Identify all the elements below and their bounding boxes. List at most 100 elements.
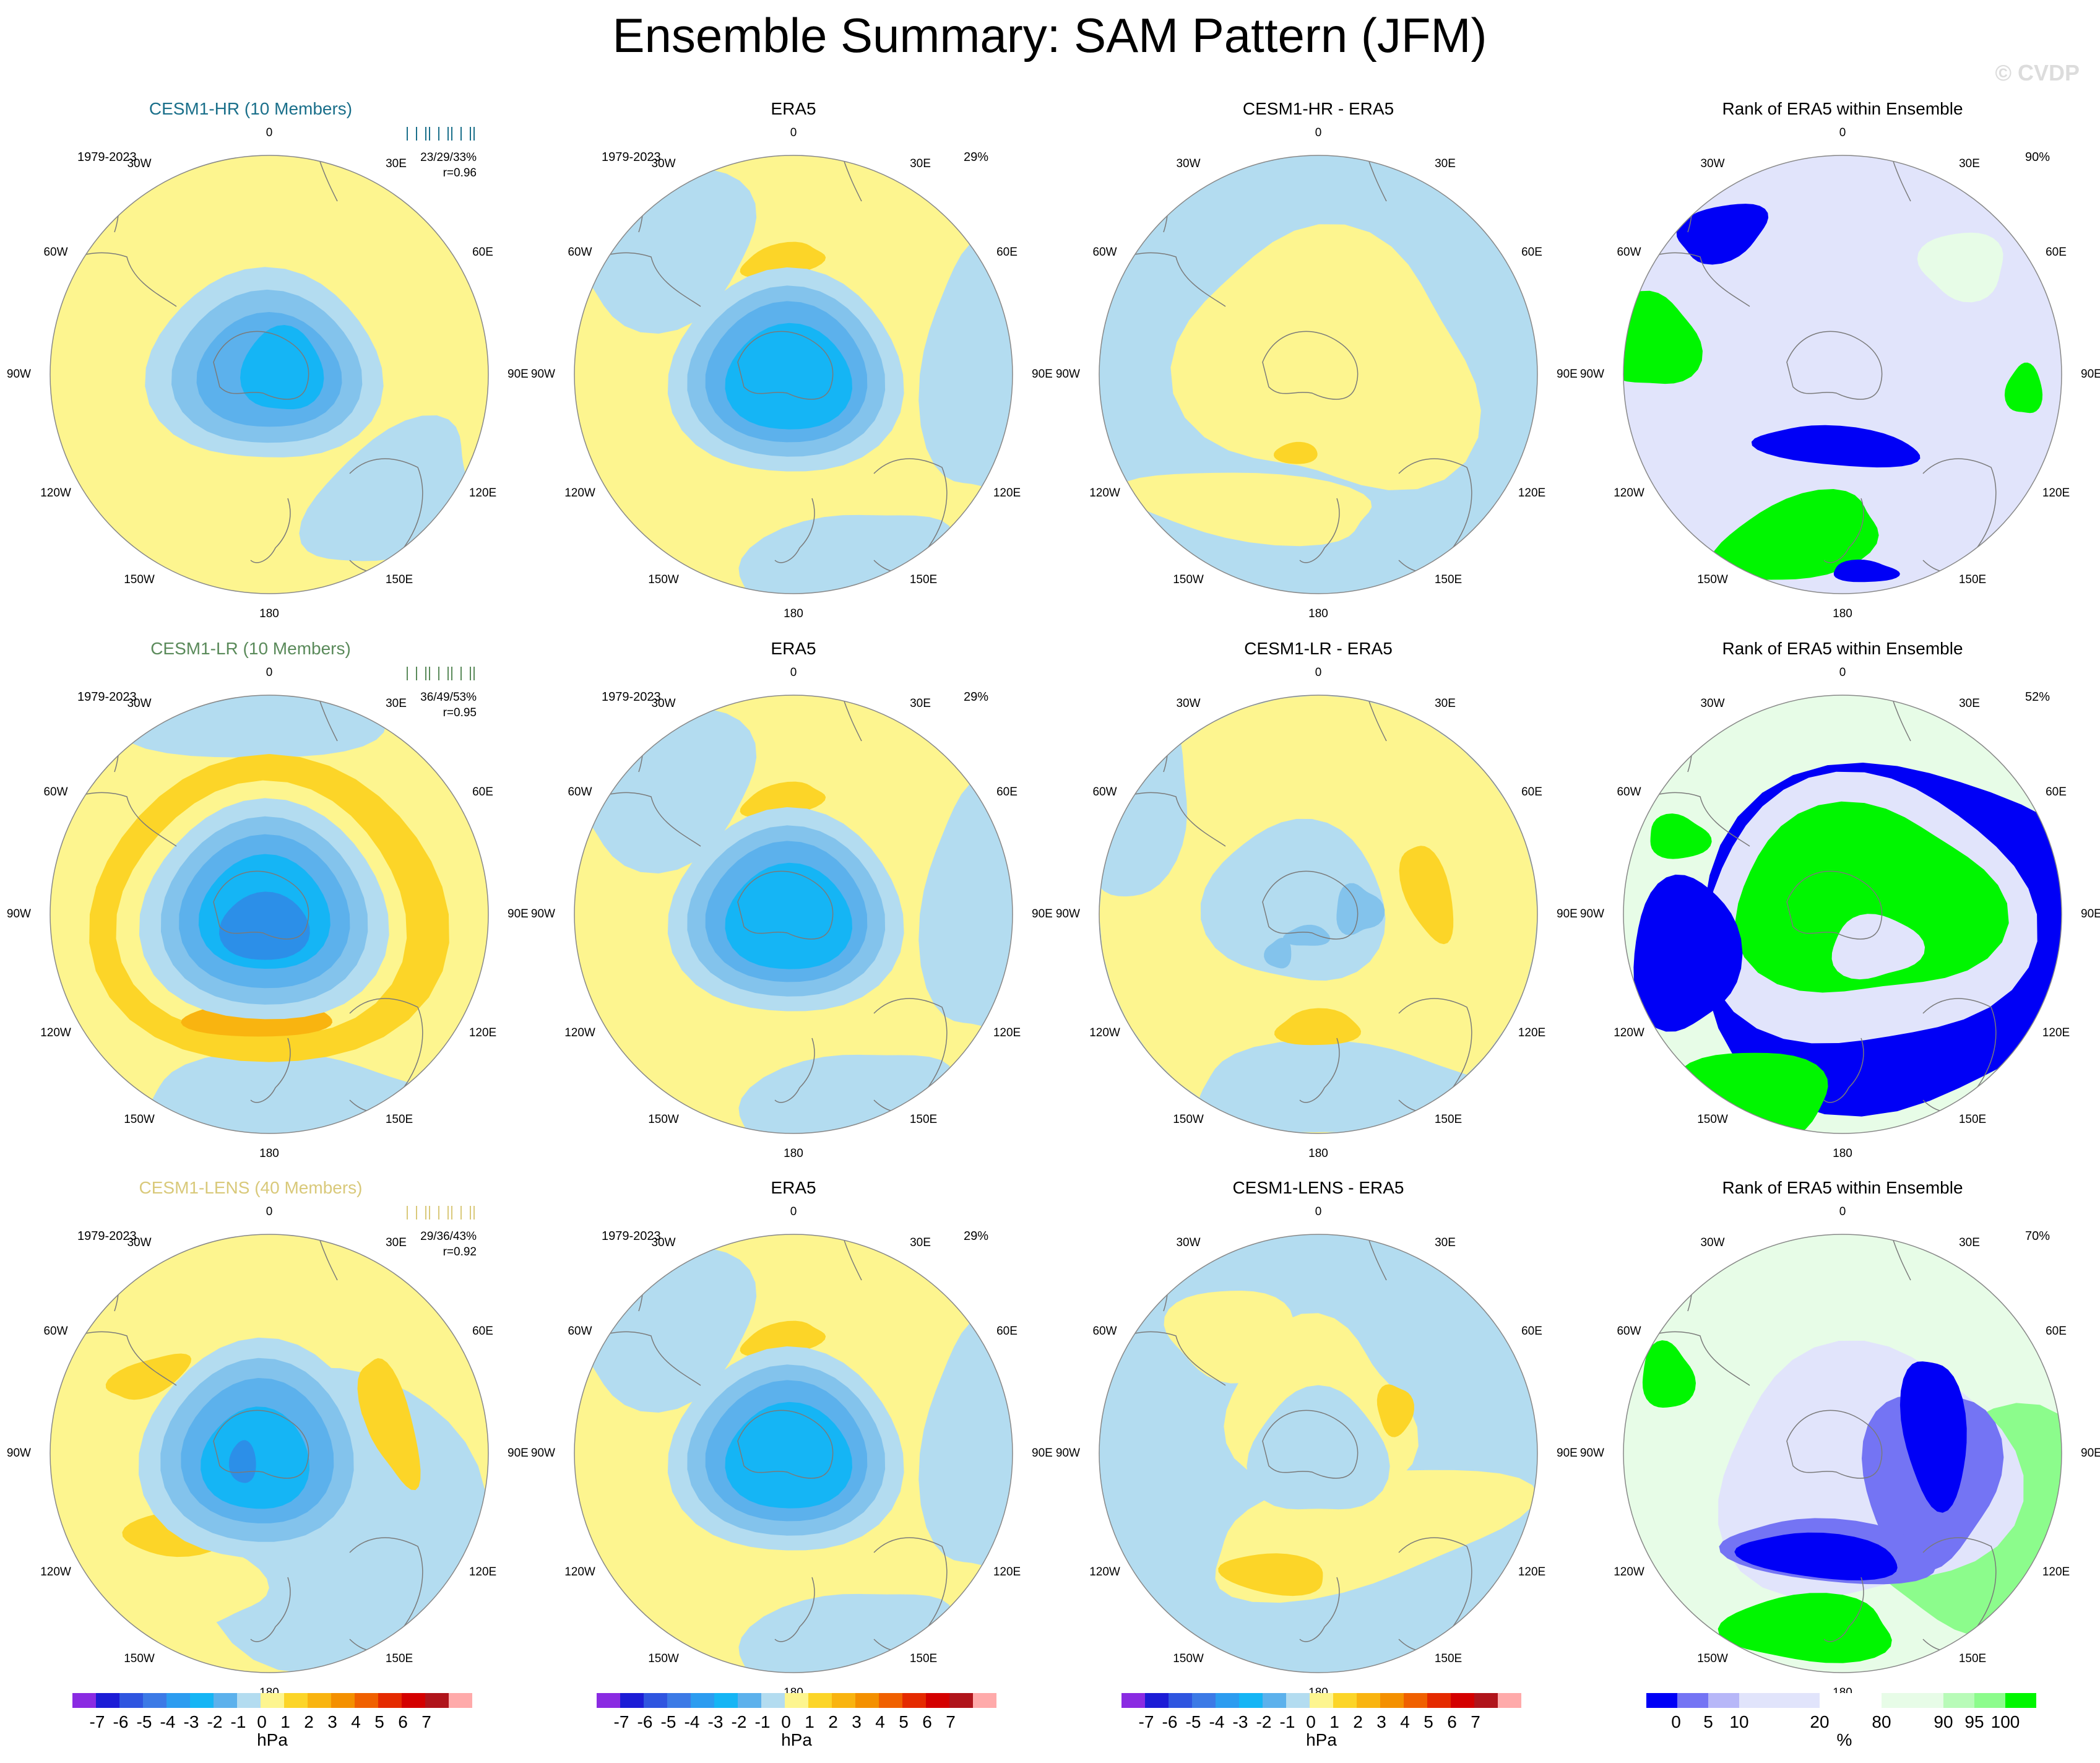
colorbar-swatch (1427, 1693, 1451, 1708)
longitude-label: 120E (2042, 1026, 2070, 1039)
colorbar-swatch (1943, 1693, 1974, 1708)
longitude-label: 30E (1959, 157, 1980, 170)
longitude-label: 150E (1435, 573, 1462, 586)
new-zealand-coastline (250, 498, 291, 563)
contour-region (1376, 1384, 1414, 1437)
map-border (574, 695, 1013, 1134)
member-ticks (407, 667, 475, 680)
colorbar-tick: -6 (637, 1712, 653, 1731)
longitude-label: 30E (910, 157, 931, 170)
longitude-label: 30E (910, 1236, 931, 1249)
contour-region (1899, 1361, 1967, 1513)
percent-label: 29% (964, 1229, 988, 1243)
contour-region (1650, 813, 1712, 859)
member-tick (425, 1206, 426, 1219)
colorbar-tick: 90 (1934, 1712, 1953, 1731)
colorbar-swatch (1677, 1693, 1708, 1708)
africa-coastline (842, 697, 862, 742)
colorbar-swatch (1820, 1693, 1882, 1708)
colorbar-swatch (1121, 1693, 1145, 1708)
longitude-label: 120W (564, 487, 595, 500)
colorbar-swatch (355, 1693, 378, 1708)
longitude-label: 90E (2081, 907, 2100, 920)
antarctica-coastline (213, 1410, 309, 1479)
longitude-label: 150E (386, 573, 413, 586)
colorbar-swatch (761, 1693, 785, 1708)
colorbar-swatch (1192, 1693, 1216, 1708)
africa-coastline (1891, 157, 1911, 202)
colorbar-swatch (785, 1693, 808, 1708)
contour-region (740, 241, 826, 278)
map-border (1623, 155, 2062, 594)
contour-region (1735, 801, 2009, 993)
colorbar-tick: 95 (1964, 1712, 1984, 1731)
longitude-label: 30W (651, 1236, 675, 1249)
longitude-label: 30W (127, 697, 151, 710)
contour-region (1399, 846, 1454, 945)
colorbar-swatch (1239, 1693, 1263, 1708)
longitude-label: 90E (2081, 368, 2100, 381)
era5-title: ERA5 (771, 639, 816, 658)
colorbar-tick: -3 (184, 1712, 199, 1731)
panel-model-1: 0 30E 60E 90E 120E 150E 180 150W 120W 90W 60W 30W CE… (7, 99, 529, 620)
colorbar-swatch (855, 1693, 879, 1708)
colorbar-tick: 6 (1447, 1712, 1457, 1731)
colorbar-swatch (644, 1693, 667, 1708)
longitude-label: 90E (508, 1447, 529, 1460)
antarctica-coastline (1262, 331, 1359, 400)
member-tick (407, 667, 408, 680)
panel-era5-2: 0 30E 60E 90E 120E 150E 180 150W 120W 90W 60W 30W ER… (531, 639, 1053, 1160)
difference-title: CESM1-LR - ERA5 (1244, 639, 1393, 658)
colorbar-tick: 7 (421, 1712, 431, 1731)
colorbar-tick: 2 (304, 1712, 314, 1731)
colorbar-swatch (1498, 1693, 1521, 1708)
contour-region (740, 1320, 826, 1357)
africa-coastline (1367, 1236, 1387, 1281)
contour-region (2004, 362, 2043, 414)
colorbar-swatch (166, 1693, 190, 1708)
longitude-label: 30E (386, 697, 407, 710)
colorbar-tick: -2 (1256, 1712, 1272, 1731)
africa-coastline (318, 1236, 338, 1281)
contour-region (725, 323, 852, 430)
antarctica-coastline (213, 331, 309, 400)
longitude-label: 120E (993, 1026, 1021, 1039)
member-tick (416, 667, 417, 680)
longitude-label: 90E (2081, 1447, 2100, 1460)
rank-title: Rank of ERA5 within Ensemble (1722, 99, 1963, 118)
longitude-label: 60E (472, 246, 493, 259)
colorbar-swatch (902, 1693, 926, 1708)
watermark: © CVDP (1995, 60, 2080, 85)
map-border (50, 695, 489, 1134)
panel-model-3: 030E60E90E120E150E180150W120W90W60W30WCE… (7, 1178, 529, 1699)
colorbar-tick: 4 (875, 1712, 885, 1731)
colorbar-tick: 7 (946, 1712, 956, 1731)
stats-label: 36/49/53% (420, 691, 477, 704)
map-border (1623, 1234, 2062, 1673)
contour-region (725, 862, 852, 969)
longitude-label: 0 (266, 1205, 273, 1218)
member-tick (447, 667, 449, 680)
colorbar-tick: 7 (1471, 1712, 1480, 1731)
model-title: CESM1-LR (10 Members) (150, 639, 351, 658)
colorbar-tick: -5 (1186, 1712, 1201, 1731)
colorbar-tick: 20 (1810, 1712, 1829, 1731)
member-tick (451, 127, 452, 141)
colorbar-swatch (261, 1693, 284, 1708)
longitude-label: 180 (1308, 1147, 1328, 1160)
colorbar-tick: -7 (90, 1712, 105, 1731)
member-tick (425, 127, 426, 141)
longitude-label: 30W (1700, 697, 1724, 710)
contour-region (299, 415, 467, 561)
new-zealand-coastline (1299, 1577, 1340, 1642)
longitude-label: 150E (910, 1113, 937, 1126)
colorbar-swatch (1646, 1693, 1677, 1708)
years-label: 1979-2023 (77, 1229, 137, 1243)
longitude-label: 150W (1697, 573, 1728, 586)
longitude-label: 30E (1435, 1236, 1456, 1249)
longitude-label: 30E (1435, 697, 1456, 710)
africa-coastline (842, 157, 862, 202)
longitude-label: 90E (1557, 907, 1578, 920)
colorbar-tick: -2 (732, 1712, 747, 1731)
longitude-label: 90W (1580, 368, 1604, 381)
